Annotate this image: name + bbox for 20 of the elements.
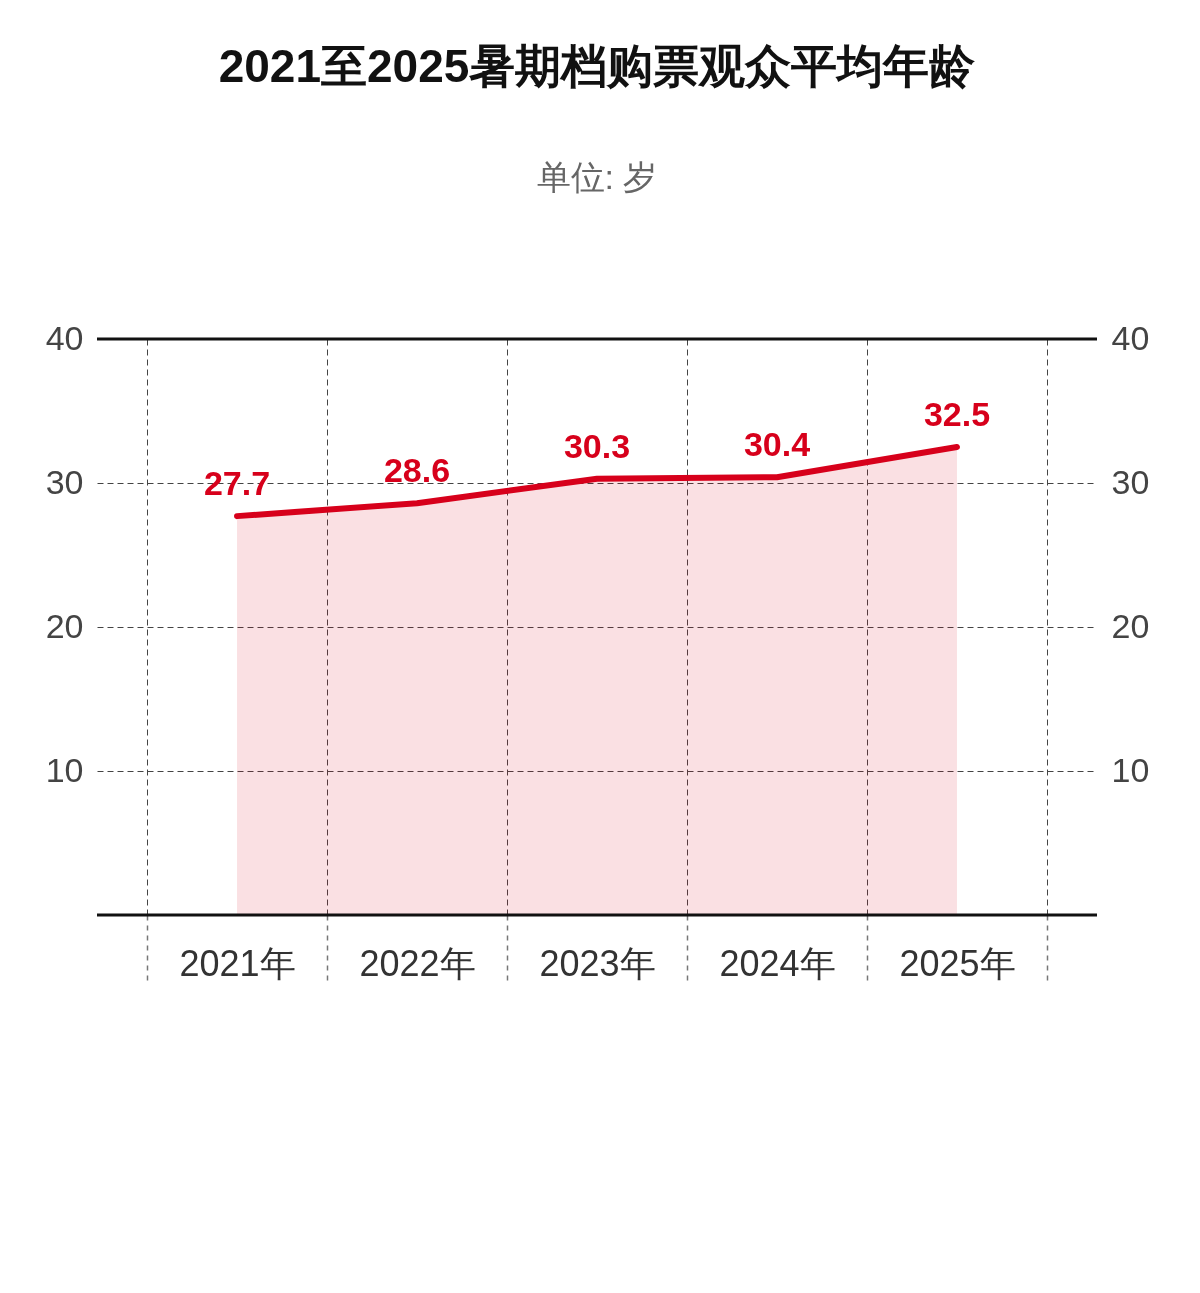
data-label: 32.5 bbox=[923, 395, 991, 433]
data-label: 30.4 bbox=[743, 425, 811, 464]
y-tick-label: 20 bbox=[45, 606, 84, 645]
data-label: 28.6 bbox=[383, 451, 451, 490]
x-tick-label: 2024年 bbox=[719, 942, 836, 984]
x-tick-label: 2023年 bbox=[539, 942, 656, 984]
chart-title: 2021至2025暑期档购票观众平均年龄 bbox=[218, 40, 976, 92]
y2-tick-label: 40 bbox=[1111, 318, 1150, 357]
x-tick-label: 2025年 bbox=[899, 942, 1016, 984]
data-label: 27.7 bbox=[203, 464, 271, 503]
x-tick-label: 2021年 bbox=[179, 942, 296, 984]
y2-tick-label: 10 bbox=[1111, 750, 1150, 789]
chart-subtitle: 单位: 岁 bbox=[536, 158, 658, 196]
y2-tick-label: 30 bbox=[1111, 462, 1150, 501]
x-tick-label: 2022年 bbox=[359, 942, 476, 984]
y-tick-label: 10 bbox=[45, 750, 84, 789]
y-tick-label: 30 bbox=[45, 462, 84, 501]
y2-tick-label: 20 bbox=[1111, 606, 1150, 645]
y-tick-label: 40 bbox=[45, 318, 84, 357]
data-label: 30.3 bbox=[563, 426, 631, 465]
